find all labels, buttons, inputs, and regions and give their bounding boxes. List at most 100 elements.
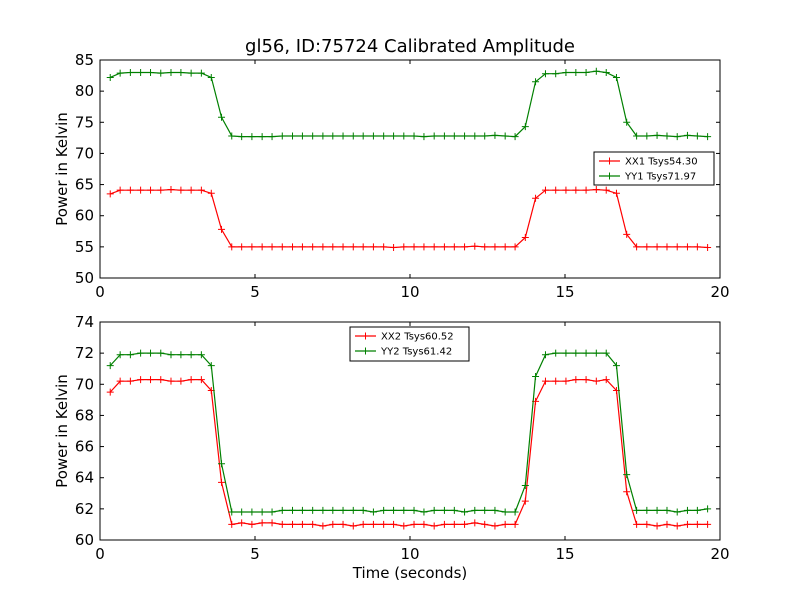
data-point [207, 73, 215, 81]
data-point [602, 376, 610, 384]
data-point [390, 132, 398, 140]
data-point [582, 186, 590, 194]
data-point [633, 520, 641, 528]
data-point [541, 377, 549, 385]
data-point [663, 243, 671, 251]
data-point [167, 68, 175, 76]
data-point [521, 123, 529, 131]
data-point [309, 506, 317, 514]
data-point [430, 522, 438, 530]
data-point [359, 520, 367, 528]
data-point [572, 349, 580, 357]
data-point [430, 132, 438, 140]
y-tick-label: 55 [75, 238, 94, 256]
data-point [562, 349, 570, 357]
data-point [683, 520, 691, 528]
y-tick-label: 60 [75, 207, 94, 225]
data-point [177, 351, 185, 359]
data-point [369, 132, 377, 140]
x-tick-label: 20 [710, 283, 729, 301]
data-point [481, 520, 489, 528]
data-point [390, 506, 398, 514]
data-point [126, 186, 134, 194]
data-point [532, 373, 540, 380]
data-point [359, 506, 367, 514]
data-point [602, 186, 610, 194]
x-axis-label: Time (seconds) [352, 564, 468, 582]
data-point [602, 68, 610, 76]
data-point [643, 506, 651, 514]
chart-panel-1: 0 5 10 15 20 50 55 60 65 70 75 80 85 XX1 Tsys54.30 YY1… [53, 36, 730, 301]
data-point [471, 519, 479, 527]
data-point [481, 243, 489, 251]
data-point [248, 133, 256, 141]
data-point [268, 243, 276, 251]
x-tick-label: 5 [250, 545, 260, 563]
data-point [157, 376, 165, 384]
data-point [440, 520, 448, 528]
x-tick-label: 10 [400, 545, 419, 563]
data-point [511, 133, 519, 141]
data-point [420, 133, 428, 141]
data-point [116, 186, 124, 194]
data-point [450, 506, 458, 514]
data-point [258, 133, 266, 141]
data-point [440, 243, 448, 251]
data-point [653, 522, 661, 530]
data-point [238, 243, 246, 251]
data-point [228, 520, 236, 528]
x-tick-label: 15 [555, 283, 574, 301]
data-point [532, 78, 540, 86]
data-point [349, 506, 357, 514]
data-point [289, 506, 297, 514]
data-point [116, 69, 124, 77]
data-point [410, 520, 418, 528]
data-point [319, 506, 327, 514]
x-tick-label: 5 [250, 283, 260, 301]
data-point [430, 506, 438, 514]
data-point [167, 186, 175, 194]
data-point [501, 520, 509, 528]
data-point [541, 186, 549, 194]
data-point [380, 506, 388, 514]
data-point [349, 243, 357, 251]
data-point [511, 520, 519, 528]
data-point [612, 73, 620, 81]
data-point [147, 376, 155, 384]
data-point [248, 243, 256, 251]
data-point [653, 243, 661, 251]
data-point [592, 67, 600, 75]
data-point [197, 69, 205, 77]
data-point [623, 488, 631, 496]
data-point [481, 506, 489, 514]
data-point [633, 132, 641, 140]
data-point [592, 377, 600, 385]
data-point [562, 186, 570, 194]
x-tick-label: 15 [555, 545, 574, 563]
data-point [673, 133, 681, 141]
data-point [309, 520, 317, 528]
data-point [683, 243, 691, 251]
data-point [704, 520, 712, 528]
data-point [410, 132, 418, 140]
data-point [126, 68, 134, 76]
legend-label: XX1 Tsys54.30 [625, 157, 698, 168]
y-tick-label: 72 [75, 344, 94, 362]
data-point [116, 377, 124, 385]
data-point [268, 133, 276, 141]
legend-marker [362, 332, 369, 340]
data-point [450, 132, 458, 140]
data-point [471, 506, 479, 514]
data-point [349, 522, 357, 530]
data-point [339, 506, 347, 514]
data-point [319, 243, 327, 251]
data-point [228, 508, 236, 516]
y-tick-label: 64 [75, 469, 94, 487]
data-point [582, 349, 590, 357]
data-point [420, 520, 428, 528]
data-point [339, 520, 347, 528]
y-axis-label: Power in Kelvin [53, 374, 71, 488]
data-point [126, 351, 134, 359]
data-point [197, 351, 205, 359]
data-point [187, 186, 195, 194]
